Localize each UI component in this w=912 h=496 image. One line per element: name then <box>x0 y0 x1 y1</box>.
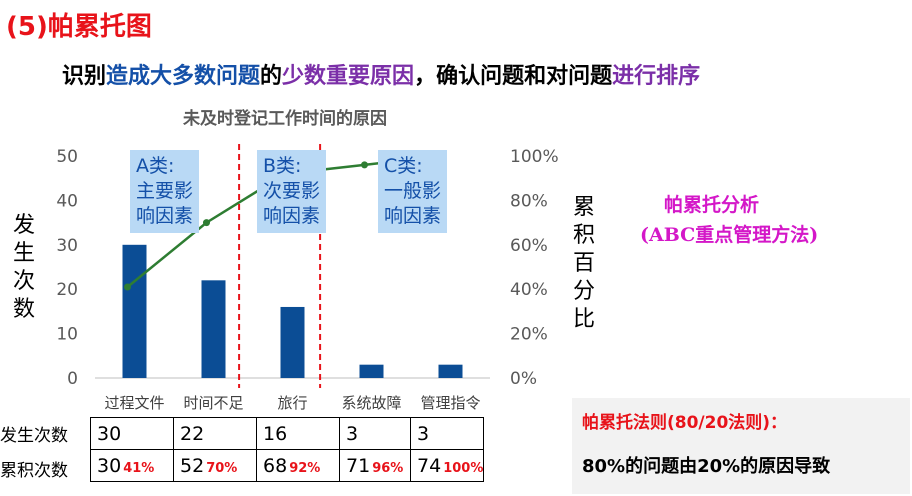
category-a-label: A类: 主要影 响因素 <box>130 150 200 233</box>
category-line: A类: <box>136 155 175 177</box>
y2-tick-label: 80% <box>510 191 548 211</box>
category-line: C类: <box>384 155 423 177</box>
y2-axis-label: 累积百分比 <box>572 195 595 332</box>
table-cell: 22 <box>173 417 257 450</box>
category-b-label: B类: 次要影 响因素 <box>257 150 327 233</box>
bar <box>359 364 384 378</box>
category-line: B类: <box>263 155 302 177</box>
rule-box <box>572 398 910 494</box>
analysis-title-line: (ABC重点管理方法) <box>640 224 819 246</box>
table-cell: 52 70% <box>173 449 257 482</box>
bar <box>438 364 463 378</box>
y-axis-label: 发生次数 <box>12 213 35 322</box>
chart-title: 未及时登记工作时间的原因 <box>182 108 387 129</box>
y2-tick-label: 0% <box>510 369 537 389</box>
table-cell: 16 <box>256 417 340 450</box>
subtitle-part: 少数重要原因 <box>282 64 415 89</box>
category-line: 一般影 <box>384 180 442 202</box>
cumulative-percent: 70% <box>206 460 238 476</box>
y2-tick-label: 100% <box>510 147 559 167</box>
section-title: (5)帕累托图 <box>6 12 152 42</box>
table-cell: 68 92% <box>256 449 340 482</box>
cumulative-point <box>124 283 131 291</box>
subtitle-part: 造成大多数问题 <box>106 64 261 89</box>
bar <box>280 306 305 378</box>
cumulative-count: 30 <box>97 454 122 477</box>
table-row-label: 发生次数 <box>0 426 68 446</box>
y-tick-label: 40 <box>56 191 78 211</box>
analysis-title-line: 帕累托分析 <box>664 194 760 216</box>
category-line: 次要影 <box>263 180 321 202</box>
y2-tick-label: 60% <box>510 236 548 256</box>
table-row: 30 22 16 3 3 <box>90 417 485 450</box>
y2-tick-label: 40% <box>510 280 548 300</box>
cumulative-point <box>203 219 210 227</box>
category-c-label: C类: 一般影 响因素 <box>378 150 448 233</box>
bar <box>201 280 226 378</box>
table-cell: 74 100% <box>409 449 485 482</box>
cumulative-percent: 41% <box>123 460 155 476</box>
data-table: 30 22 16 3 3 30 41% 52 70% 68 92% 71 96% 74 1… <box>90 417 485 482</box>
cumulative-count: 74 <box>417 454 442 477</box>
slide-subtitle: 识别造成大多数问题的少数重要原因，确认问题和对问题进行排序 <box>62 58 700 90</box>
cumulative-percent: 92% <box>289 460 321 476</box>
y-tick-label: 20 <box>56 280 78 300</box>
rule-text: 80%的问题由20%的原因导致 <box>582 456 831 477</box>
table-cell: 3 <box>409 417 485 450</box>
x-tick-label: 管理指令 <box>420 394 480 412</box>
category-line: 响因素 <box>384 205 442 227</box>
cumulative-percent: 96% <box>372 460 404 476</box>
cumulative-point <box>361 161 368 169</box>
category-line: 响因素 <box>263 205 321 227</box>
table-row: 30 41% 52 70% 68 92% 71 96% 74 100% <box>90 449 485 482</box>
pareto-analysis-title: 帕累托分析 (ABC重点管理方法) <box>640 190 910 250</box>
cumulative-count: 52 <box>180 454 205 477</box>
table-cell: 30 <box>90 417 174 450</box>
subtitle-part: 进行排序 <box>612 64 701 89</box>
subtitle-part: 的 <box>260 64 283 89</box>
cumulative-count: 71 <box>346 454 371 477</box>
subtitle-part: 识别 <box>62 64 107 89</box>
y-tick-label: 50 <box>56 147 78 167</box>
table-cell: 71 96% <box>339 449 411 482</box>
x-tick-label: 旅行 <box>277 394 307 412</box>
y2-tick-label: 20% <box>510 325 548 345</box>
table-cell: 30 41% <box>90 449 174 482</box>
table-cell: 3 <box>339 417 411 450</box>
x-tick-label: 系统故障 <box>341 394 401 412</box>
bar <box>122 244 147 378</box>
category-line: 响因素 <box>136 205 194 227</box>
y-tick-label: 10 <box>56 325 78 345</box>
y-tick-label: 0 <box>67 369 78 389</box>
pareto-chart: 未及时登记工作时间的原因 0 10 20 30 40 50 0% 20% 40% 60% 80% 100… <box>56 108 559 412</box>
x-tick-label: 过程文件 <box>104 394 164 412</box>
rule-title: 帕累托法则(80/20法则)： <box>582 413 788 433</box>
y-tick-label: 30 <box>56 236 78 256</box>
cumulative-percent: 100% <box>443 460 484 476</box>
table-row-label: 累积次数 <box>0 461 68 481</box>
category-line: 主要影 <box>136 180 194 202</box>
cumulative-count: 68 <box>263 454 288 477</box>
subtitle-part: ，确认问题和对问题 <box>414 64 613 89</box>
x-tick-label: 时间不足 <box>183 394 243 412</box>
